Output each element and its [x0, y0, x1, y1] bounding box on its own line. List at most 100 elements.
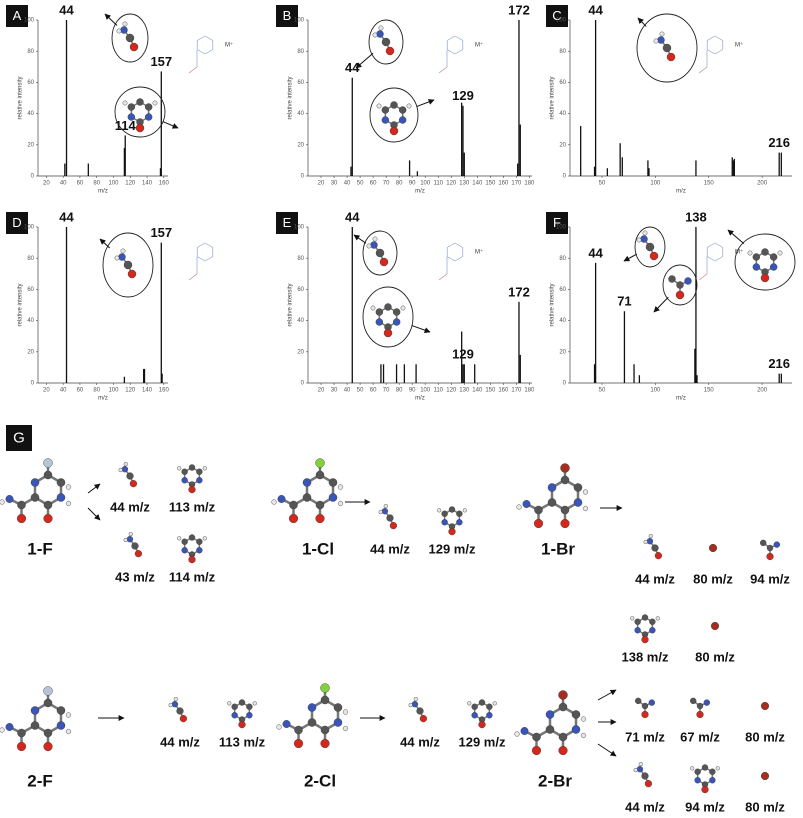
structure-bond [447, 49, 456, 55]
molecule-name: 1-Br [541, 539, 575, 558]
atom [467, 701, 472, 706]
atom [65, 500, 72, 507]
atom [641, 710, 649, 719]
atom [441, 510, 448, 517]
atom [676, 281, 684, 289]
panel-label: G [13, 429, 25, 446]
y-tick-label: 20 [559, 349, 566, 355]
atom [302, 478, 312, 487]
atom [641, 635, 649, 644]
reaction-arrow [87, 507, 101, 521]
x-tick-label: 140 [472, 181, 483, 187]
atom [118, 253, 126, 261]
x-tick-label: 180 [524, 388, 535, 394]
atom [560, 518, 570, 529]
atom [376, 103, 382, 109]
atom [448, 527, 456, 536]
y-tick-label: 0 [301, 381, 305, 387]
atom [328, 493, 338, 502]
atom [655, 616, 660, 621]
atom [136, 98, 144, 106]
atom [641, 614, 649, 621]
atom [276, 724, 282, 730]
peak-label: 157 [150, 225, 172, 240]
atom [30, 493, 40, 502]
atom [641, 772, 649, 780]
atom [492, 701, 497, 706]
x-tick-label: 30 [331, 181, 338, 187]
structure-bond [204, 242, 213, 248]
atom [666, 52, 676, 62]
spectrum-panel: C 0 20 40 60 80 100 50 100 150 200 m/z relative inte… [546, 2, 792, 195]
peak-label: 216 [768, 356, 790, 371]
atom [648, 534, 653, 539]
inset-circle [734, 233, 796, 291]
inset-arrow [653, 296, 669, 313]
atom [760, 273, 770, 283]
atom [379, 257, 389, 267]
atom [238, 720, 246, 729]
y-tick-label: 40 [27, 318, 34, 324]
structure-bond [438, 66, 448, 74]
x-axis-label: m/z [415, 396, 425, 402]
panel-label-box [276, 5, 298, 27]
atom [378, 509, 383, 515]
x-tick-label: 60 [370, 181, 377, 187]
atom [522, 500, 531, 508]
atom [761, 248, 769, 256]
x-tick-label: 40 [344, 388, 351, 394]
structure-bond [204, 49, 213, 55]
peak-label: 71 [617, 294, 631, 309]
atom [571, 725, 581, 734]
atom [129, 480, 138, 488]
atom [320, 683, 330, 693]
fragment-mz: 44 m/z [400, 734, 440, 749]
atom [378, 25, 384, 31]
atom [766, 552, 774, 561]
peak-label: 44 [59, 2, 74, 17]
x-tick-label: 140 [142, 181, 153, 187]
inset-circle [114, 86, 166, 138]
atom [202, 536, 207, 541]
inset-circle [362, 230, 398, 276]
molecule-name: 2-Br [538, 771, 572, 790]
atom [246, 712, 253, 719]
atom [630, 616, 635, 621]
peak-label: 129 [452, 347, 474, 362]
y-tick-label: 80 [559, 49, 566, 55]
x-tick-label: 80 [396, 181, 403, 187]
ion-label: M⁺ [475, 42, 483, 49]
atom [118, 467, 123, 473]
atom [580, 716, 587, 722]
inset-arrow [104, 13, 118, 26]
y-tick-label: 40 [559, 318, 566, 324]
atom [135, 123, 145, 133]
atom [520, 727, 529, 735]
peak-label: 172 [508, 284, 530, 299]
atom [307, 718, 317, 727]
atom [392, 308, 401, 316]
x-tick-label: 20 [318, 181, 325, 187]
x-tick-label: 90 [409, 181, 416, 187]
fragment-mz: 44 m/z [160, 734, 200, 749]
y-axis-label: relative intensity [18, 76, 24, 119]
structure-bond [454, 35, 463, 41]
atom [342, 725, 349, 732]
atom [328, 478, 338, 487]
x-tick-label: 100 [108, 181, 119, 187]
atom [176, 707, 184, 715]
fragment-mz: 80 m/z [693, 571, 733, 586]
inset-arrow [162, 121, 179, 129]
atom [760, 539, 767, 547]
fragment-mz: 80 m/z [745, 729, 785, 744]
x-tick-label: 80 [396, 388, 403, 394]
structure-bond [707, 35, 716, 41]
x-tick-label: 50 [599, 388, 606, 394]
atom [684, 277, 692, 285]
atom [126, 472, 134, 480]
x-tick-label: 130 [459, 388, 470, 394]
atom [386, 514, 394, 522]
atom [376, 30, 384, 38]
atom [126, 536, 134, 543]
